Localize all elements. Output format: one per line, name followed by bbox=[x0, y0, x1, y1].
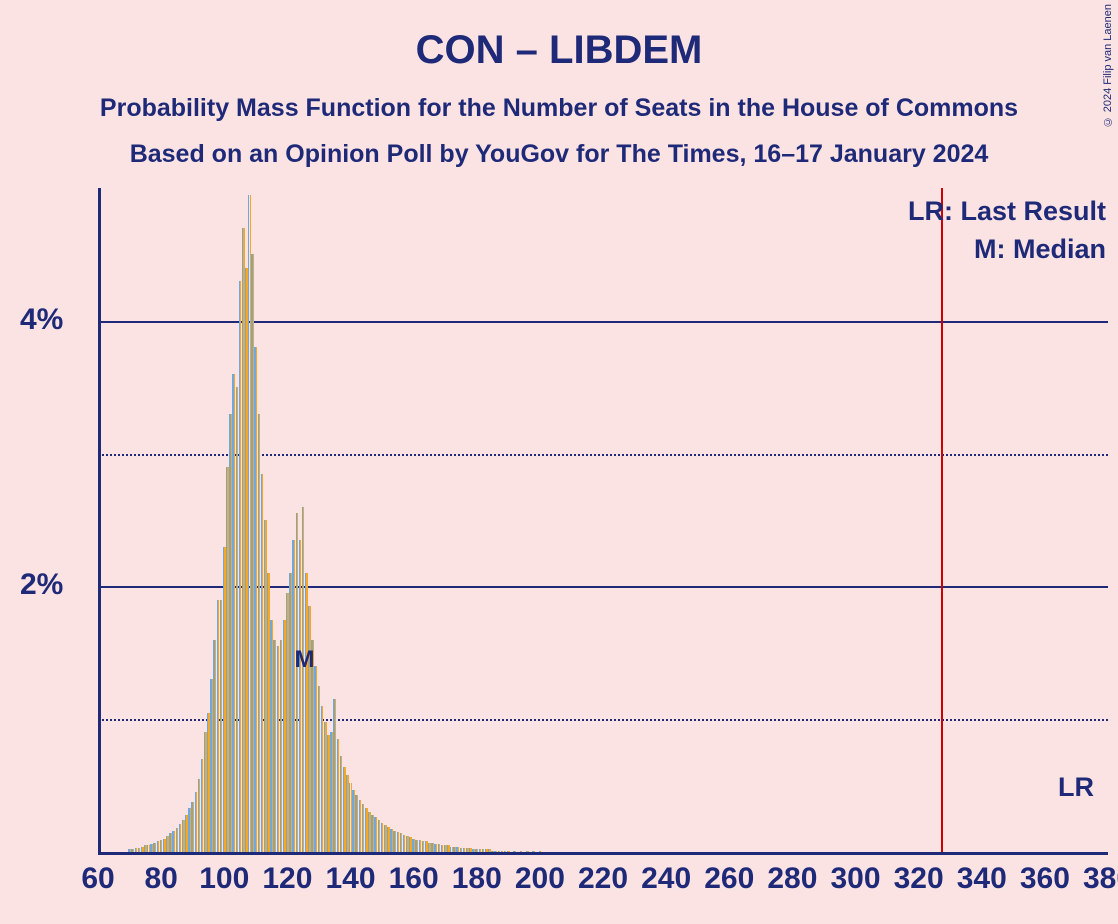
chart-subtitle-1: Probability Mass Function for the Number… bbox=[0, 94, 1118, 123]
x-tick-label: 380 bbox=[1083, 862, 1118, 896]
y-tick-label: 4% bbox=[20, 303, 63, 337]
x-tick-label: 340 bbox=[957, 862, 1007, 896]
x-tick-label: 200 bbox=[515, 862, 565, 896]
x-axis bbox=[98, 852, 1108, 855]
chart-title: CON – LIBDEM bbox=[0, 28, 1118, 73]
x-tick-label: 220 bbox=[578, 862, 628, 896]
x-tick-label: 140 bbox=[325, 862, 375, 896]
x-tick-label: 360 bbox=[1020, 862, 1070, 896]
x-tick-label: 180 bbox=[452, 862, 502, 896]
x-tick-label: 240 bbox=[641, 862, 691, 896]
last-result-line bbox=[941, 188, 943, 852]
x-tick-label: 160 bbox=[389, 862, 439, 896]
x-tick-label: 260 bbox=[704, 862, 754, 896]
legend-last-result: LR: Last Result bbox=[908, 196, 1106, 227]
x-tick-label: 100 bbox=[199, 862, 249, 896]
x-tick-label: 280 bbox=[767, 862, 817, 896]
copyright-text: © 2024 Filip van Laenen bbox=[1102, 4, 1114, 127]
y-axis bbox=[98, 188, 101, 852]
median-label: M bbox=[295, 646, 315, 674]
x-tick-label: 300 bbox=[830, 862, 880, 896]
y-tick-label: 2% bbox=[20, 568, 63, 602]
last-result-label: LR bbox=[1058, 772, 1094, 803]
x-tick-label: 120 bbox=[262, 862, 312, 896]
x-tick-label: 80 bbox=[144, 862, 177, 896]
x-tick-label: 60 bbox=[81, 862, 114, 896]
legend-median: M: Median bbox=[974, 234, 1106, 265]
plot-area bbox=[98, 188, 1108, 852]
x-tick-label: 320 bbox=[894, 862, 944, 896]
chart-subtitle-2: Based on an Opinion Poll by YouGov for T… bbox=[0, 140, 1118, 169]
